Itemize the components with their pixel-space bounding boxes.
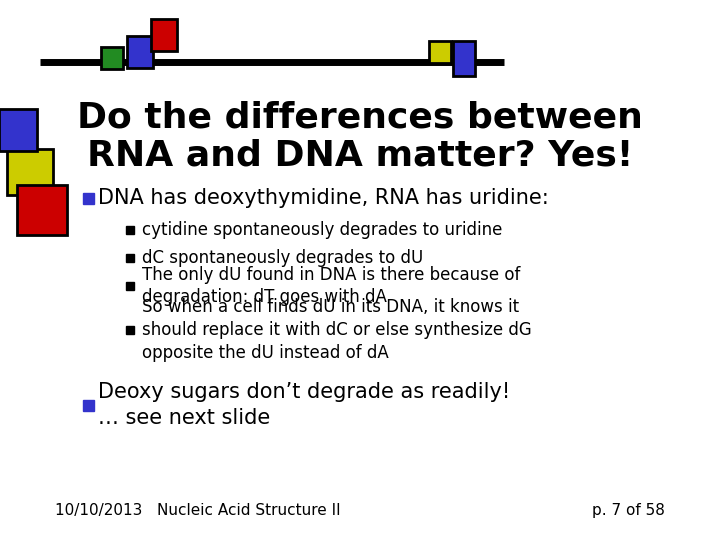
Text: So when a cell finds dU in its DNA, it knows it
should replace it with dC or els: So when a cell finds dU in its DNA, it k… <box>142 298 532 362</box>
Bar <box>126 282 134 290</box>
Bar <box>83 400 94 410</box>
Bar <box>453 40 475 76</box>
Text: The only dU found in DNA is there because of
degradation: dT goes with dA: The only dU found in DNA is there becaus… <box>142 266 521 306</box>
Text: 10/10/2013   Nucleic Acid Structure II: 10/10/2013 Nucleic Acid Structure II <box>55 503 341 517</box>
Text: Deoxy sugars don’t degrade as readily!
… see next slide: Deoxy sugars don’t degrade as readily! …… <box>98 382 510 428</box>
Bar <box>126 254 134 262</box>
Bar <box>83 192 94 204</box>
Text: Do the differences between: Do the differences between <box>77 100 643 134</box>
Bar <box>101 47 123 69</box>
Text: RNA and DNA matter? Yes!: RNA and DNA matter? Yes! <box>87 138 633 172</box>
Bar <box>126 326 134 334</box>
Bar <box>126 226 134 234</box>
Bar <box>429 41 451 63</box>
Text: DNA has deoxythymidine, RNA has uridine:: DNA has deoxythymidine, RNA has uridine: <box>98 188 549 208</box>
Bar <box>7 149 53 195</box>
Bar <box>17 185 67 235</box>
Text: p. 7 of 58: p. 7 of 58 <box>592 503 665 517</box>
Bar <box>151 19 177 51</box>
Bar <box>127 36 153 68</box>
Text: dC spontaneously degrades to dU: dC spontaneously degrades to dU <box>142 249 423 267</box>
Text: cytidine spontaneously degrades to uridine: cytidine spontaneously degrades to uridi… <box>142 221 503 239</box>
Bar <box>0 109 37 151</box>
